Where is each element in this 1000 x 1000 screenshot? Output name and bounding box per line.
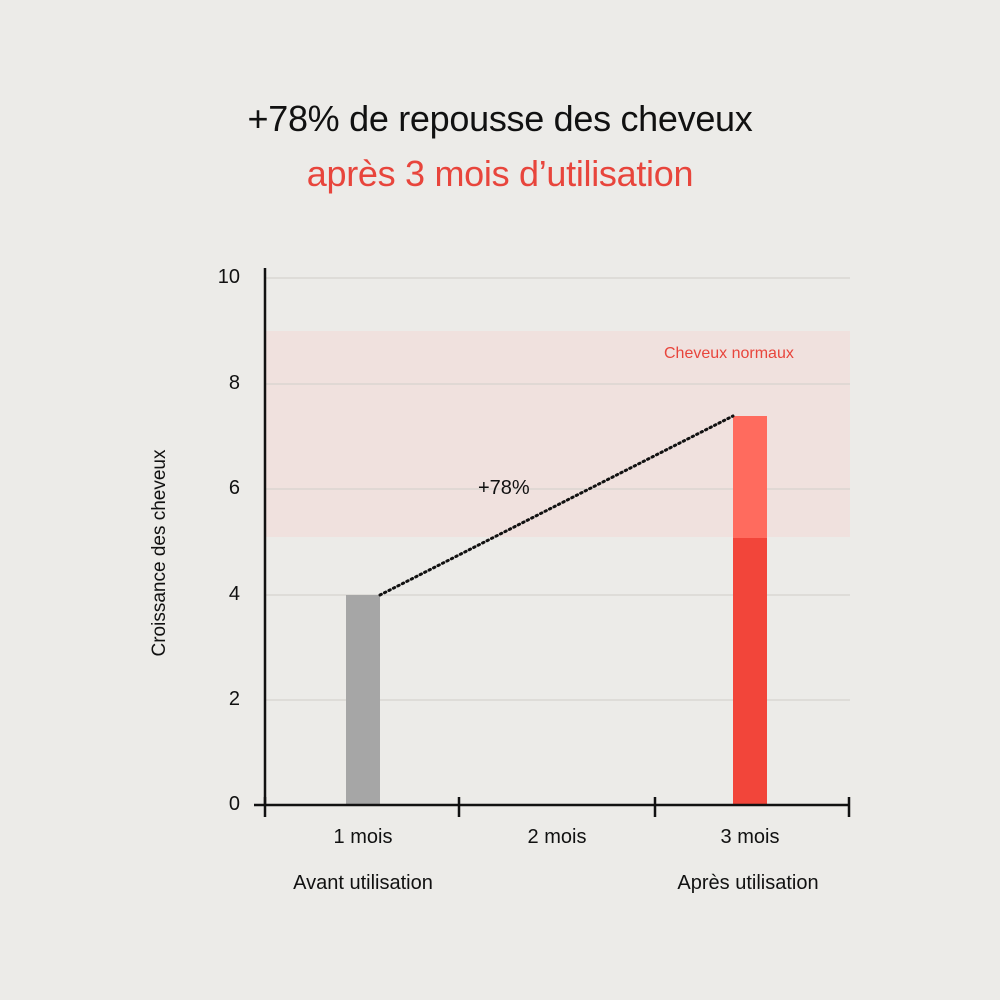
x-axis-ticks	[263, 797, 851, 817]
chart-subtitle: après 3 mois d’utilisation	[306, 153, 694, 194]
bar-3-mois-base	[733, 538, 767, 805]
y-tick-8: 8	[228, 372, 240, 394]
chart-title: +78% de repousse des cheveux	[247, 98, 753, 139]
bar-3-mois-top	[733, 416, 767, 538]
y-tick-2: 2	[228, 688, 240, 710]
x-tick-2-mois: 2 mois	[527, 826, 587, 848]
bar-1-mois	[346, 595, 380, 805]
x-sublabel-before: Avant utilisation	[293, 872, 433, 894]
increase-dotted-line	[378, 414, 735, 597]
y-tick-4: 4	[228, 583, 240, 605]
y-tick-6: 6	[228, 477, 240, 499]
x-tick-1-mois: 1 mois	[333, 826, 393, 848]
x-tick-3-mois: 3 mois	[720, 826, 780, 848]
y-tick-10: 10	[217, 266, 240, 288]
normal-range-label: Cheveux normaux	[664, 345, 794, 362]
y-axis-label: Croissance des cheveux	[149, 449, 170, 657]
y-tick-0: 0	[228, 793, 240, 815]
increase-annotation: +78%	[478, 477, 530, 499]
x-sublabel-after: Après utilisation	[677, 872, 819, 894]
